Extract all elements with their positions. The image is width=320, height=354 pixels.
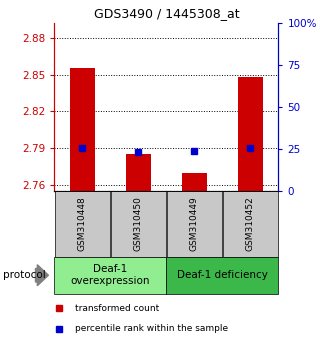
Bar (111, 191, 166, 257)
Bar (55, 191, 110, 257)
Bar (182, 173, 207, 191)
Bar (166, 257, 278, 294)
Text: Deaf-1
overexpression: Deaf-1 overexpression (71, 264, 150, 286)
Bar (167, 191, 222, 257)
Bar (126, 154, 151, 191)
Text: percentile rank within the sample: percentile rank within the sample (75, 324, 228, 333)
Bar (70, 68, 95, 191)
Text: Deaf-1 deficiency: Deaf-1 deficiency (177, 270, 268, 280)
Text: GSM310448: GSM310448 (78, 196, 87, 251)
Text: transformed count: transformed count (75, 304, 159, 313)
Text: protocol: protocol (3, 270, 46, 280)
Text: GSM310450: GSM310450 (134, 196, 143, 251)
Bar (54, 257, 166, 294)
Bar (223, 191, 278, 257)
Title: GDS3490 / 1445308_at: GDS3490 / 1445308_at (93, 7, 239, 21)
FancyArrow shape (36, 265, 48, 286)
Text: GSM310452: GSM310452 (246, 196, 255, 251)
Bar (238, 77, 263, 191)
Text: GSM310449: GSM310449 (190, 196, 199, 251)
